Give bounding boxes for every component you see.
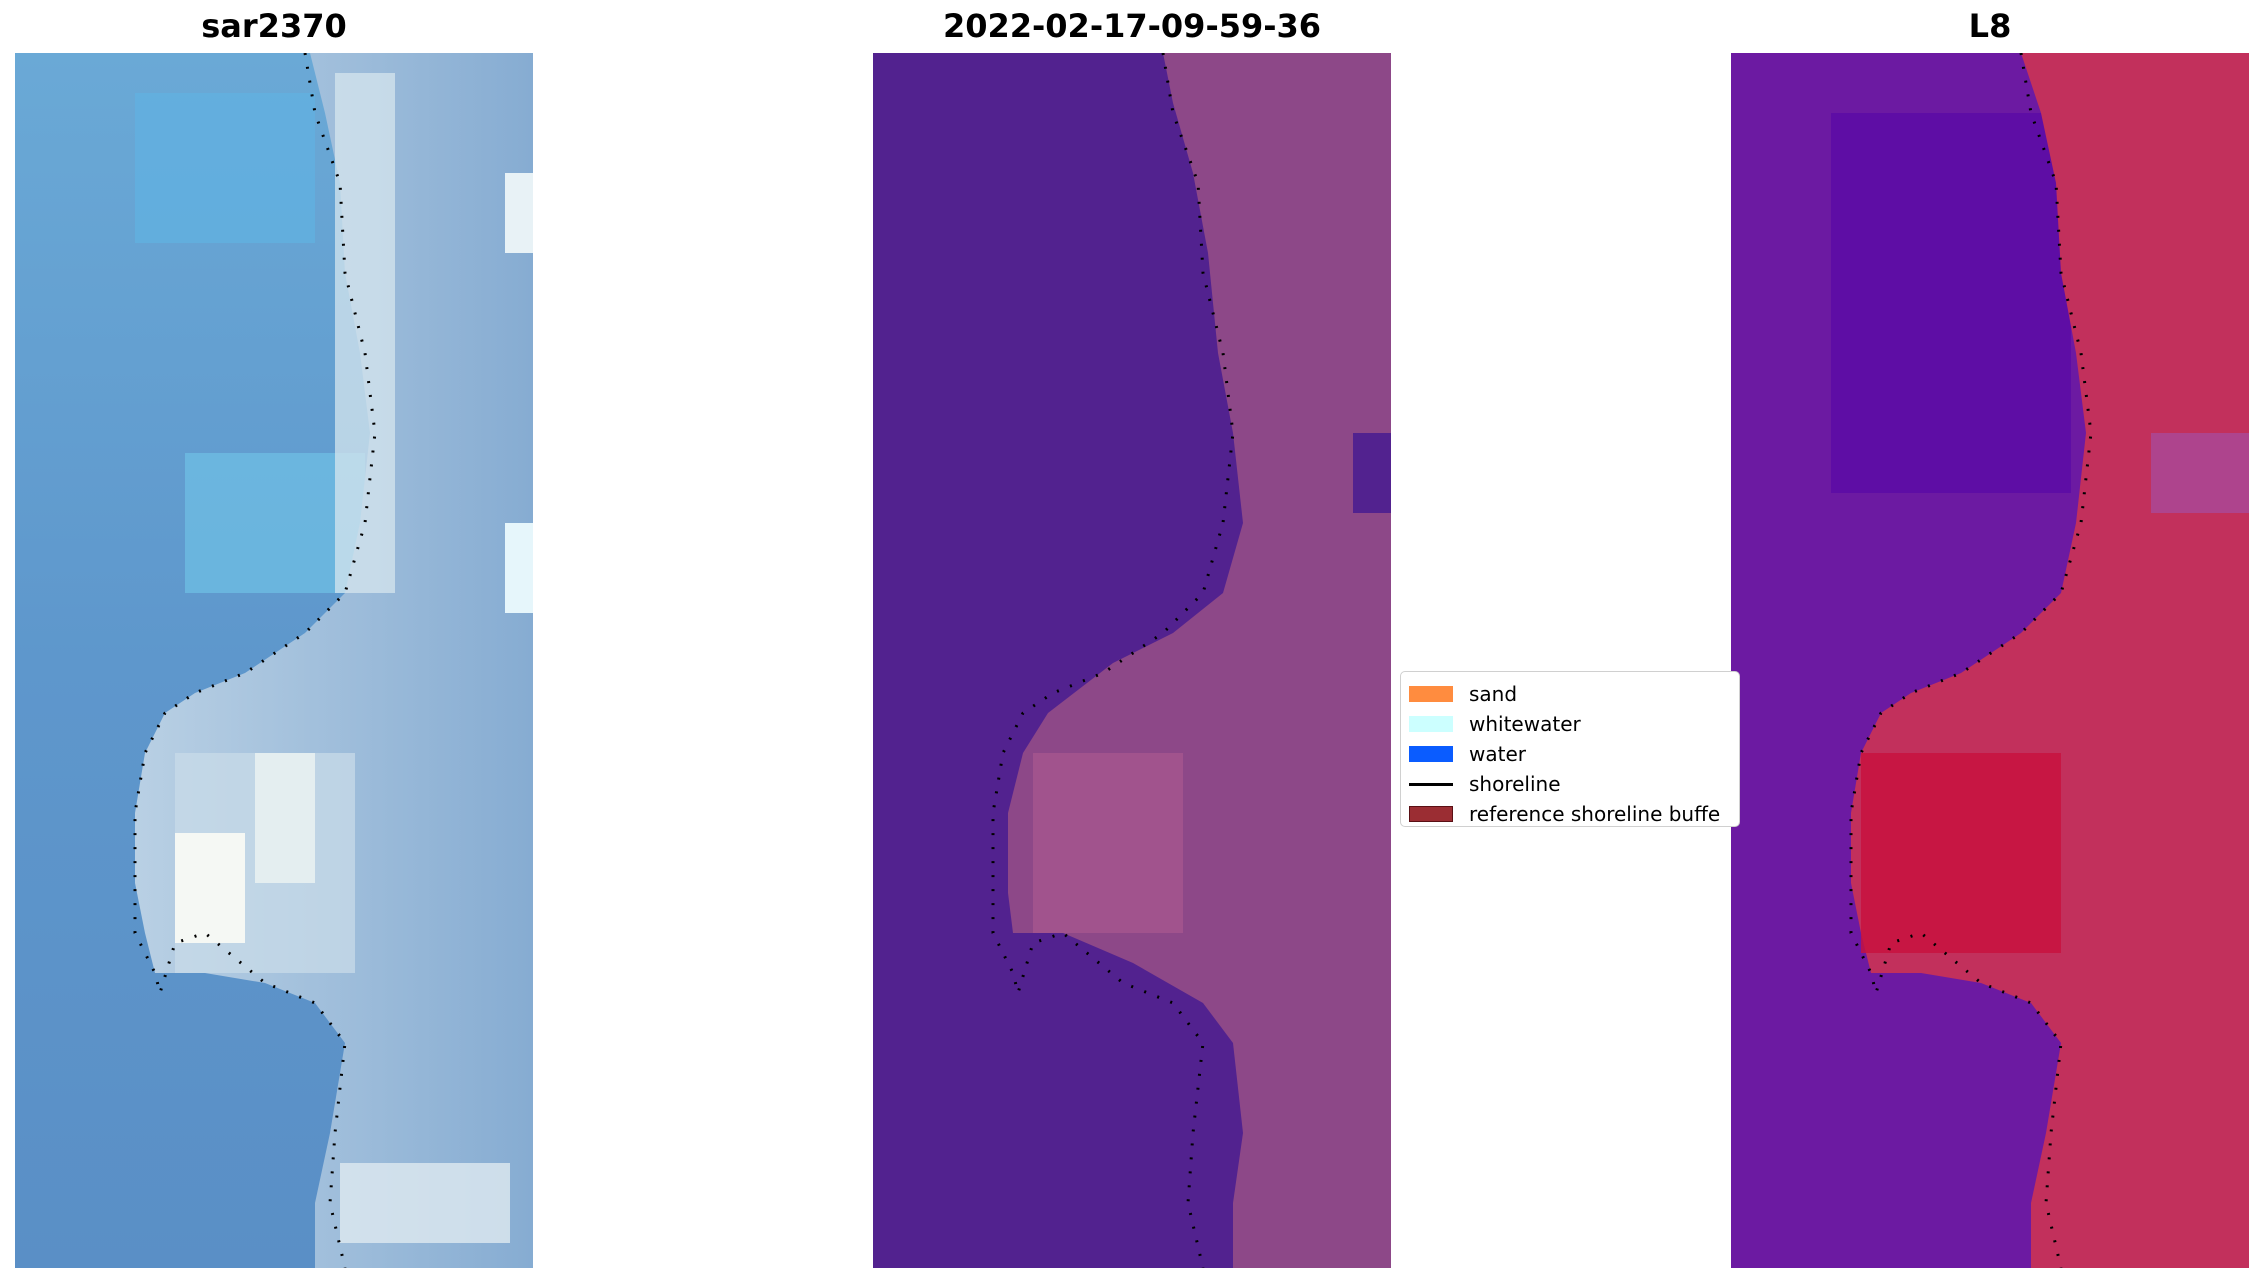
legend-label-sand: sand (1469, 682, 1518, 706)
legend-item-shoreline: shoreline (1409, 769, 1561, 799)
legend-label-water: water (1469, 742, 1526, 766)
legend: sand whitewater water shoreline referenc… (1400, 671, 1740, 827)
whitewater-swatch (1409, 716, 1453, 732)
sar-satellite-image (15, 53, 533, 1268)
l8-image (1731, 53, 2249, 1268)
legend-label-whitewater: whitewater (1469, 712, 1581, 736)
legend-item-reference-buffer: reference shoreline buffe (1409, 799, 1720, 829)
legend-label-reference-buffer: reference shoreline buffe (1469, 802, 1721, 826)
legend-item-water: water (1409, 739, 1526, 769)
legend-item-whitewater: whitewater (1409, 709, 1581, 739)
l8-panel-title: L8 (1968, 7, 2012, 45)
water-swatch (1409, 746, 1453, 762)
shoreline-line-swatch (1409, 782, 1453, 786)
classified-image (873, 53, 1391, 1268)
classified-panel-title: 2022-02-17-09-59-36 (942, 7, 1322, 45)
sar-panel-title: sar2370 (201, 7, 347, 45)
sand-swatch (1409, 686, 1453, 702)
legend-label-shoreline: shoreline (1469, 772, 1561, 796)
reference-buffer-swatch (1409, 806, 1453, 822)
legend-item-sand: sand (1409, 679, 1517, 709)
